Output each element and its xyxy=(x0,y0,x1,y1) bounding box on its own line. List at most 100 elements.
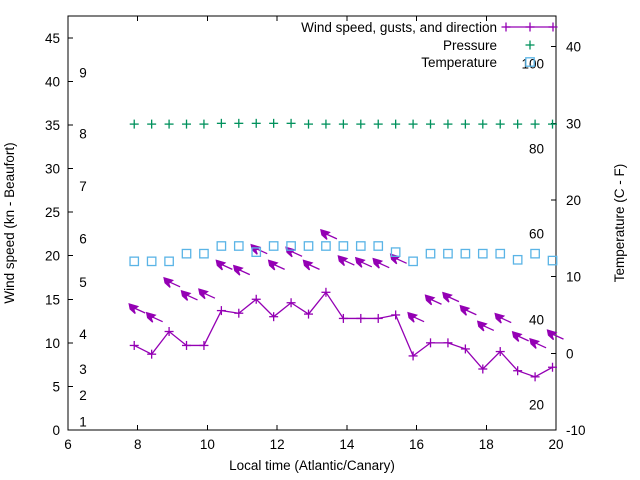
wind-gust-barb xyxy=(215,259,233,271)
wind-gust-barb xyxy=(407,311,425,323)
wind-gust-barb xyxy=(494,312,512,324)
barb-head xyxy=(128,303,140,314)
wind-gust-barb xyxy=(354,256,373,268)
beaufort-label: 4 xyxy=(79,327,87,342)
wind-gust-barb xyxy=(372,257,390,269)
barb-head xyxy=(198,288,209,300)
axes: 6 8 10 12 14 16 18 2005101520253035404512345678… xyxy=(45,15,586,452)
barb-tail xyxy=(552,333,564,340)
y-tick-label: 15 xyxy=(45,292,60,307)
data-series xyxy=(128,118,564,382)
fahrenheit-label: 60 xyxy=(529,227,544,242)
temperature-point xyxy=(460,248,471,259)
fahrenheit-label: 20 xyxy=(529,398,544,413)
x-tick-label: 20 xyxy=(548,437,563,452)
y2-tick-label: 0 xyxy=(566,346,574,361)
barb-tail xyxy=(517,335,529,342)
legend-entry: Wind speed, gusts, and direction xyxy=(301,20,558,35)
y2-tick-label: 20 xyxy=(566,193,581,208)
wind-gust-barb xyxy=(476,320,495,332)
wind-gust-barb xyxy=(302,259,320,271)
temperature-point xyxy=(251,247,262,257)
temperature-point xyxy=(303,241,314,251)
wind-gust-barb xyxy=(529,337,547,349)
beaufort-label: 9 xyxy=(79,66,87,81)
y2-tick-label: 40 xyxy=(566,40,581,55)
legend-entry: Temperature xyxy=(421,55,535,70)
wind-gust-barb xyxy=(511,330,529,342)
temperature-point xyxy=(408,256,418,267)
y2-tick-label: 10 xyxy=(566,270,581,285)
barb-tail xyxy=(273,263,285,270)
barb-tail xyxy=(238,269,251,276)
legend-label: Temperature xyxy=(421,55,497,70)
y-tick-label: 35 xyxy=(45,118,60,133)
temperature-point xyxy=(495,248,506,259)
legend-temperature-marker xyxy=(525,57,535,67)
barb-head xyxy=(215,259,227,271)
barb-tail xyxy=(482,324,495,332)
barb-head xyxy=(232,264,244,276)
wind-gust-barb xyxy=(320,228,338,240)
y2-tick-label: -10 xyxy=(566,423,586,438)
beaufort-label: 3 xyxy=(79,362,87,377)
temperature-point xyxy=(338,241,349,251)
x-tick-label: 18 xyxy=(479,437,494,452)
wind-gust-barb xyxy=(180,289,198,301)
wind-gust-barb xyxy=(267,259,285,271)
wind-gust-barb xyxy=(459,304,477,316)
temperature-point xyxy=(181,248,192,259)
beaufort-label: 7 xyxy=(79,179,87,194)
barb-tail xyxy=(360,261,373,268)
beaufort-label: 1 xyxy=(79,414,87,429)
barb-tail xyxy=(430,298,442,305)
barb-head xyxy=(529,337,541,349)
beaufort-label: 6 xyxy=(79,231,87,246)
barb-head xyxy=(511,330,523,342)
temperature-point xyxy=(355,241,366,251)
fahrenheit-label: 80 xyxy=(529,142,544,157)
barb-head xyxy=(163,276,175,288)
x-axis-title: Local time (Atlantic/Canary) xyxy=(229,458,395,473)
temperature-point xyxy=(129,256,140,267)
barb-tail xyxy=(308,263,320,270)
wind-gust-barb xyxy=(128,303,146,314)
barb-head xyxy=(407,311,419,323)
temperature-point xyxy=(547,255,558,266)
fahrenheit-label: 40 xyxy=(529,313,544,328)
barb-head xyxy=(424,294,436,306)
barb-head xyxy=(145,311,157,323)
barb-tail xyxy=(203,292,216,299)
barb-head xyxy=(442,291,453,303)
barb-head xyxy=(302,259,314,271)
x-tick-label: 16 xyxy=(409,437,424,452)
temperature-point xyxy=(512,254,523,265)
barb-head xyxy=(267,259,279,271)
temperature-point xyxy=(373,241,384,251)
barb-head xyxy=(320,228,331,240)
wind-gust-barb xyxy=(337,255,355,267)
temperature-point xyxy=(146,256,157,267)
wind-gust-barb xyxy=(424,294,442,306)
temperature-point xyxy=(477,248,488,259)
barb-tail xyxy=(499,316,512,324)
temperature-point xyxy=(216,241,227,251)
wind-gust-barb xyxy=(232,264,251,276)
barb-head xyxy=(354,256,366,268)
y-tick-label: 40 xyxy=(45,74,60,89)
barb-tail xyxy=(151,316,163,323)
beaufort-label: 2 xyxy=(79,388,87,403)
temperature-point xyxy=(321,241,331,251)
chart-legend: Wind speed, gusts, and direction Pressure… xyxy=(301,20,558,70)
barb-tail xyxy=(325,233,338,240)
barb-tail xyxy=(534,342,547,349)
y-tick-label: 20 xyxy=(45,249,60,264)
barb-tail xyxy=(168,281,181,288)
barb-head xyxy=(494,312,506,324)
y2-axis-title: Temperature (C - F) xyxy=(612,164,627,283)
temperature-point xyxy=(286,241,296,251)
y-tick-label: 25 xyxy=(45,205,60,220)
barb-tail xyxy=(290,250,303,257)
temperature-point xyxy=(390,247,401,257)
